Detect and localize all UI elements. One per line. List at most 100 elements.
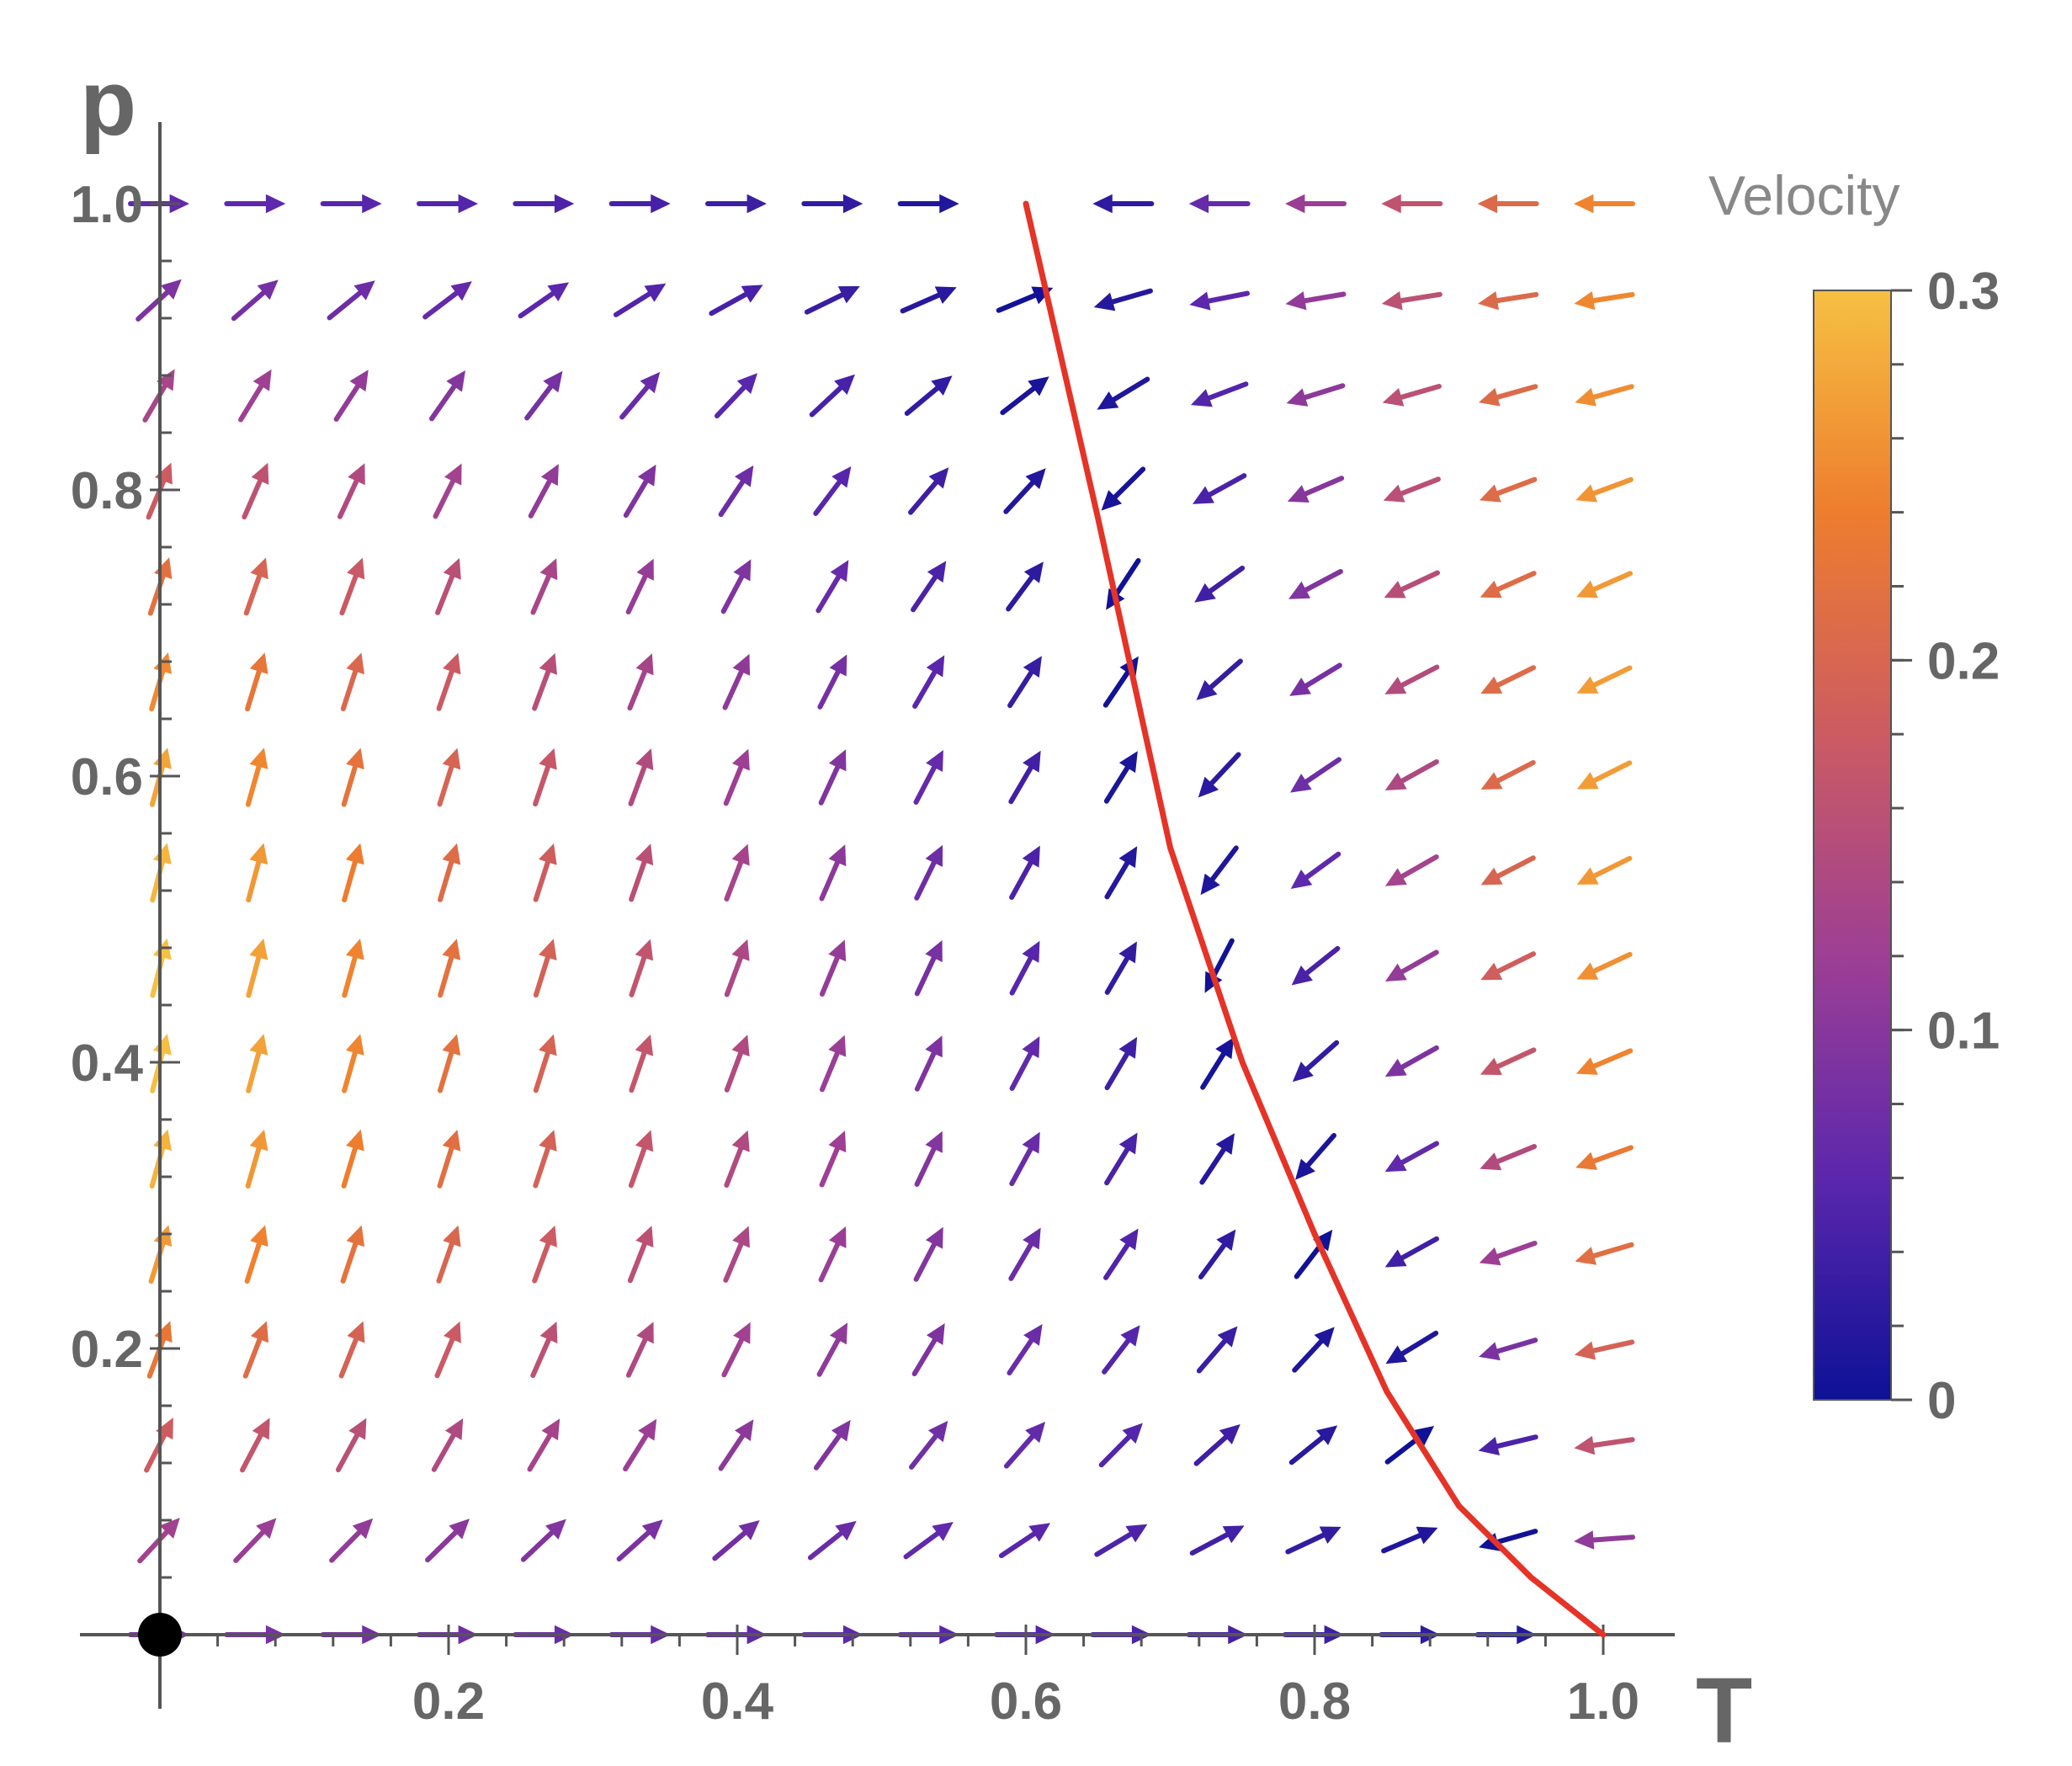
- field-arrow: [608, 194, 671, 214]
- field-arrow: [1384, 758, 1439, 791]
- field-arrow: [1480, 1144, 1538, 1171]
- field-arrow: [335, 1418, 367, 1473]
- field-arrow: [1384, 1045, 1439, 1077]
- field-arrow: [149, 1129, 172, 1189]
- field-arrow: [1188, 194, 1251, 214]
- field-arrow: [1009, 845, 1040, 900]
- field-arrow: [1289, 757, 1342, 793]
- field-arrow: [911, 561, 947, 613]
- field-arrow: [1478, 290, 1539, 311]
- field-arrow: [819, 939, 847, 997]
- field-arrow: [718, 465, 754, 518]
- field-arrow: [149, 652, 173, 712]
- field-arrow: [342, 938, 364, 998]
- field-arrow: [629, 843, 654, 902]
- field-arrow: [724, 939, 750, 997]
- field-arrow: [1384, 949, 1439, 981]
- field-arrow: [1200, 845, 1239, 896]
- field-arrow: [520, 1519, 566, 1562]
- field-arrow: [329, 1518, 374, 1563]
- field-arrow: [1097, 376, 1150, 410]
- field-arrow: [1574, 194, 1635, 214]
- field-arrow: [1190, 381, 1249, 407]
- field-arrow: [1384, 854, 1439, 886]
- field-arrow: [807, 1520, 857, 1561]
- field-arrow: [246, 1034, 268, 1093]
- field-arrow: [435, 557, 461, 615]
- field-arrow: [628, 748, 654, 806]
- field-arrow: [333, 370, 369, 423]
- field-arrow: [817, 654, 847, 710]
- field-arrow: [1288, 1425, 1338, 1465]
- field-arrow: [1574, 1435, 1635, 1455]
- field-arrow: [144, 1418, 173, 1473]
- field-arrow: [224, 194, 286, 214]
- field-arrow: [231, 279, 279, 322]
- major-ticks: 0.2 0.4 0.6 0.8 1.0 0.2 0.4 0.6 0.8 1.0: [71, 176, 1639, 1731]
- field-arrow: [242, 462, 269, 520]
- field-arrow: [809, 374, 855, 418]
- field-arrow: [718, 1419, 754, 1471]
- field-arrow: [1196, 1326, 1238, 1374]
- field-arrow: [816, 560, 849, 614]
- field-arrow: [1003, 1422, 1046, 1469]
- field-arrow: [914, 939, 943, 997]
- field-arrow: [627, 653, 654, 711]
- field-arrow: [1006, 561, 1044, 612]
- field-arrow: [1198, 1229, 1236, 1279]
- field-arrow: [533, 1130, 557, 1189]
- field-arrow: [913, 749, 943, 806]
- field-arrow: [532, 1225, 557, 1284]
- field-arrow: [1007, 1323, 1043, 1376]
- field-arrow: [619, 371, 661, 420]
- field-arrow: [1104, 941, 1137, 995]
- field-arrow: [1289, 662, 1342, 696]
- field-arrow: [524, 370, 563, 421]
- colorbar-tick-label: 0.1: [1927, 1003, 2000, 1061]
- y-tick-label: 0.8: [71, 462, 143, 520]
- x-tick-label: 0.4: [701, 1673, 774, 1731]
- field-arrow: [912, 655, 945, 709]
- field-arrow: [1574, 1530, 1635, 1550]
- field-arrow: [437, 747, 461, 807]
- field-arrow: [422, 281, 472, 320]
- field-arrow: [438, 939, 461, 998]
- field-arrow: [709, 285, 763, 316]
- field-arrow: [1479, 1240, 1538, 1266]
- field-arrow: [341, 1129, 364, 1189]
- field-arrow: [1008, 750, 1041, 805]
- field-arrow: [245, 1129, 268, 1189]
- field-arrow: [146, 462, 173, 520]
- field-arrow: [1189, 1525, 1245, 1556]
- field-arrow: [1385, 1330, 1439, 1364]
- field-arrow: [1480, 855, 1536, 886]
- legend-title: Velocity: [1708, 164, 1899, 226]
- field-arrow: [816, 1322, 848, 1377]
- field-arrow: [533, 843, 557, 902]
- field-arrow: [914, 1035, 943, 1092]
- field-arrow: [1003, 468, 1046, 514]
- x-tick-label: 1.0: [1567, 1673, 1639, 1731]
- minor-ticks: [160, 259, 1547, 1646]
- x-axis-label: T: [1696, 1659, 1752, 1763]
- field-arrow: [513, 194, 575, 214]
- field-arrow: [1575, 1048, 1634, 1075]
- field-arrow: [1294, 1132, 1337, 1180]
- y-tick-label: 0.6: [71, 748, 143, 806]
- field-arrow: [1101, 466, 1146, 511]
- colorbar-tick-label: 0.3: [1927, 263, 2000, 321]
- field-arrow: [629, 1034, 654, 1093]
- field-arrow: [627, 1226, 654, 1284]
- field-arrow: [1384, 664, 1440, 694]
- field-arrow: [1196, 658, 1243, 700]
- field-arrow: [342, 1034, 364, 1093]
- field-arrow: [1382, 383, 1442, 407]
- field-arrow: [625, 558, 654, 614]
- field-arrow: [1098, 1423, 1143, 1468]
- field-arrow: [1384, 570, 1441, 598]
- field-arrow: [1285, 1526, 1341, 1555]
- field-arrow: [1198, 752, 1241, 798]
- velocity-legend: Velocity 0.3 0.2 0.1 0: [1708, 164, 2000, 1430]
- field-arrow: [720, 559, 752, 614]
- field-arrow: [1093, 288, 1153, 311]
